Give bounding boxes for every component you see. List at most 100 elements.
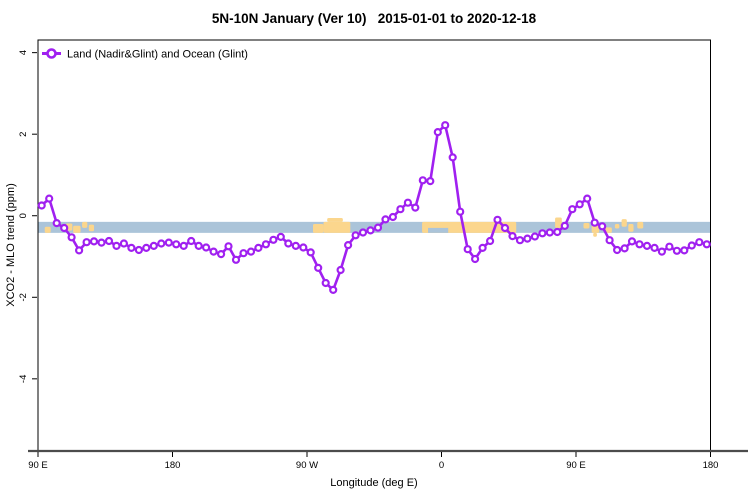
data-point [478, 243, 487, 252]
data-point [657, 247, 667, 256]
data-point [396, 205, 405, 214]
data-point [60, 223, 69, 233]
x-axis-ticks: 90 E 180 90 W 0 90 E 180 [28, 452, 718, 471]
data-point [291, 241, 300, 250]
data-point [194, 241, 203, 250]
data-point [104, 236, 114, 246]
land-patch [73, 225, 81, 233]
data-point [336, 265, 345, 275]
data-point [471, 254, 480, 264]
data-point [620, 244, 629, 253]
data-point [67, 233, 76, 242]
data-point [448, 153, 457, 162]
data-point [284, 239, 293, 248]
y-tick-label: 2 [18, 132, 29, 137]
land-patch [637, 221, 644, 229]
data-point [642, 241, 652, 250]
y-axis-label: XCO2 - MLO trend (ppm) [5, 183, 17, 306]
data-point [500, 223, 510, 233]
plot-frame [37, 39, 711, 452]
legend-label: Land (Nadir&Glint) and Ocean (Glint) [67, 49, 248, 61]
data-point [463, 245, 472, 254]
data-point [695, 238, 704, 247]
data-point [523, 234, 532, 243]
data-point [231, 255, 241, 264]
y-tick-label: -2 [18, 293, 29, 301]
data-point [605, 236, 614, 245]
data-point [486, 236, 495, 246]
data-point [538, 229, 547, 238]
data-point [299, 243, 308, 252]
data-point [351, 231, 360, 240]
data-point [217, 250, 226, 259]
data-point [381, 215, 390, 224]
land-patch [327, 217, 343, 222]
data-point [358, 228, 368, 237]
data-point [149, 241, 158, 250]
data-point [172, 240, 181, 249]
land-patch [628, 224, 634, 232]
x-tick-label: 90 E [566, 460, 586, 471]
data-point [142, 243, 151, 252]
data-point [112, 241, 121, 250]
data-point [239, 249, 248, 258]
legend: Land (Nadir&Glint) and Ocean (Glint) [42, 48, 248, 61]
data-point [134, 245, 143, 255]
data-point [306, 248, 315, 257]
data-point [187, 236, 196, 246]
data-point [127, 243, 136, 252]
data-point [366, 226, 375, 235]
data-point [97, 238, 106, 247]
x-tick-label: 90 W [296, 460, 318, 471]
data-point [418, 176, 427, 185]
data-point [627, 237, 637, 246]
data-point [276, 232, 285, 241]
data-point [441, 121, 450, 130]
data-point [373, 223, 383, 232]
data-point [119, 239, 129, 248]
data-point [433, 128, 442, 137]
data-point [82, 238, 91, 247]
data-point [545, 228, 554, 237]
data-point [224, 242, 233, 251]
data-point [202, 243, 211, 252]
data-point [89, 237, 99, 246]
land-patch [593, 232, 597, 237]
land-patch [555, 217, 562, 228]
data-point [612, 245, 622, 255]
data-point [568, 205, 577, 214]
data-point [52, 219, 61, 228]
data-point [388, 212, 397, 222]
data-point [164, 238, 173, 247]
data-point [45, 194, 54, 203]
land-patch [583, 222, 590, 229]
data-point [411, 203, 420, 212]
land-patch [44, 226, 51, 233]
data-point [687, 241, 696, 250]
data-point [246, 247, 256, 256]
data-point [37, 201, 46, 210]
data-point [179, 241, 188, 250]
data-point [553, 227, 562, 237]
x-tick-label: 180 [703, 460, 719, 471]
data-point [344, 241, 353, 250]
land-patch [591, 225, 600, 233]
x-tick-label: 90 E [28, 460, 48, 471]
land-patch [621, 219, 627, 227]
data-point [672, 246, 682, 255]
data-point [74, 246, 84, 255]
land-patch [614, 224, 620, 229]
x-axis-label: Longitude (deg E) [330, 477, 417, 489]
data-point [530, 232, 540, 241]
data-point [590, 218, 599, 227]
land-patch [82, 221, 88, 228]
data-point [321, 278, 330, 288]
data-point [261, 240, 270, 249]
data-point [583, 194, 592, 203]
y-tick-label: 0 [18, 213, 29, 218]
data-point [157, 239, 166, 248]
x-tick-label: 0 [439, 460, 444, 471]
data-point [314, 263, 323, 272]
